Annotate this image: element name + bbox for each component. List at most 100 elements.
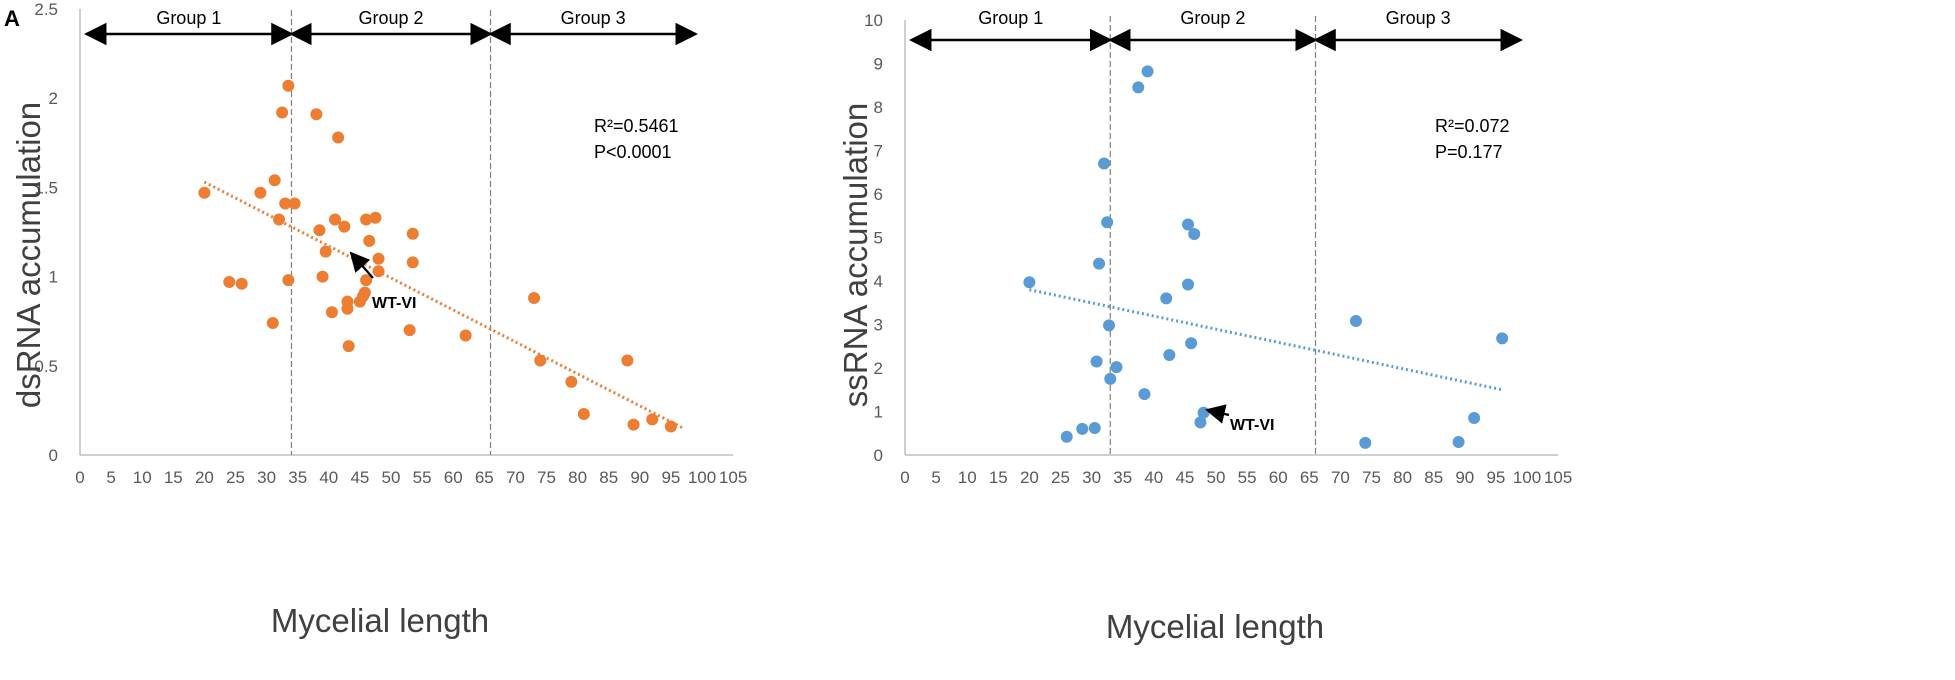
- y-tick-label: 1: [49, 268, 58, 287]
- x-tick-label: 30: [257, 468, 276, 487]
- data-point: [664, 420, 677, 433]
- y-tick-label: 9: [874, 55, 883, 74]
- y-tick-label: 0: [874, 446, 883, 465]
- x-tick-label: 20: [195, 468, 214, 487]
- x-tick-label: 65: [1300, 468, 1319, 487]
- data-point: [577, 407, 590, 420]
- data-point: [316, 270, 329, 283]
- x-tick-label: 105: [719, 468, 747, 487]
- x-tick-label: 85: [599, 468, 618, 487]
- x-axis-title: Mycelial length: [1106, 608, 1324, 645]
- y-tick-label: 3: [874, 316, 883, 335]
- data-point: [363, 234, 376, 247]
- data-point: [627, 418, 640, 431]
- data-point: [1182, 218, 1195, 231]
- y-tick-label: 0: [49, 446, 58, 465]
- panel-label: A: [4, 6, 20, 31]
- data-point: [459, 329, 472, 342]
- chart-panel-b: B051015202530354045505560657075808590951…: [837, 8, 1572, 645]
- data-point: [1194, 416, 1207, 429]
- data-point: [329, 213, 342, 226]
- x-tick-label: 60: [1269, 468, 1288, 487]
- data-point: [279, 197, 292, 210]
- x-tick-label: 0: [75, 468, 84, 487]
- data-point: [198, 186, 211, 199]
- annotation-label: WT-VI: [1230, 417, 1274, 434]
- y-tick-label: 5: [874, 229, 883, 248]
- data-point: [360, 274, 373, 287]
- x-tick-label: 100: [1513, 468, 1541, 487]
- data-point: [273, 213, 286, 226]
- y-tick-label: 10: [864, 11, 883, 30]
- data-point: [1185, 337, 1198, 350]
- data-point: [1160, 292, 1173, 305]
- x-tick-label: 65: [475, 468, 494, 487]
- group-label: Group 3: [1386, 8, 1451, 28]
- data-point: [1098, 157, 1111, 170]
- x-tick-label: 55: [413, 468, 432, 487]
- x-tick-label: 75: [1362, 468, 1381, 487]
- y-tick-label: 7: [874, 142, 883, 161]
- y-tick-label: 2.5: [34, 0, 58, 19]
- data-point: [1023, 276, 1036, 289]
- data-point: [282, 79, 295, 92]
- x-tick-label: 30: [1082, 468, 1101, 487]
- x-tick-label: 55: [1238, 468, 1257, 487]
- x-tick-label: 15: [164, 468, 183, 487]
- data-point: [276, 106, 289, 119]
- data-point: [332, 131, 345, 144]
- x-tick-label: 60: [444, 468, 463, 487]
- y-tick-label: 8: [874, 98, 883, 117]
- data-point: [313, 224, 326, 237]
- x-tick-label: 10: [133, 468, 152, 487]
- y-tick-label: 1: [874, 403, 883, 422]
- data-point: [1188, 228, 1201, 241]
- data-point: [1452, 435, 1465, 448]
- x-tick-label: 95: [1486, 468, 1505, 487]
- data-point: [1359, 436, 1372, 449]
- data-point: [338, 220, 351, 233]
- x-tick-label: 45: [350, 468, 369, 487]
- y-tick-label: 4: [874, 272, 883, 291]
- data-point: [341, 302, 354, 315]
- group-label: Group 1: [978, 8, 1043, 28]
- stats-label: P<0.0001: [594, 142, 672, 162]
- data-point: [1132, 81, 1145, 94]
- x-tick-label: 105: [1544, 468, 1572, 487]
- chart-panel-a: A0 5 10 15 20 25 30 35 40 45 50 55 60 65 70 75 80 85 90 95 1…: [4, 0, 747, 639]
- data-point: [235, 277, 248, 290]
- x-tick-label: 35: [1113, 468, 1132, 487]
- x-tick-label: 0: [900, 468, 909, 487]
- stats-label: R²=0.072: [1435, 116, 1510, 136]
- x-tick-label: 85: [1424, 468, 1443, 487]
- x-tick-label: 40: [1144, 468, 1163, 487]
- x-tick-label: 40: [319, 468, 338, 487]
- data-point: [1076, 422, 1089, 435]
- data-point: [1110, 361, 1123, 374]
- annotation-arrow: [349, 251, 374, 279]
- data-point: [1496, 332, 1509, 345]
- data-point: [266, 316, 279, 329]
- x-tick-label: 25: [1051, 468, 1070, 487]
- data-point: [223, 275, 236, 288]
- x-tick-label: 90: [630, 468, 649, 487]
- y-tick-label: 2: [874, 359, 883, 378]
- data-point: [406, 227, 419, 240]
- x-tick-label: 90: [1455, 468, 1474, 487]
- data-point: [310, 108, 323, 121]
- stats-label: P=0.177: [1435, 142, 1503, 162]
- data-point: [254, 186, 267, 199]
- group-label: Group 3: [561, 8, 626, 28]
- x-tick-label: 50: [1207, 468, 1226, 487]
- data-point: [1090, 355, 1103, 368]
- data-point: [1197, 406, 1210, 419]
- annotation-arrow: [1205, 404, 1230, 424]
- y-tick-label: 2: [49, 89, 58, 108]
- data-point: [1060, 430, 1073, 443]
- data-point: [1101, 216, 1114, 229]
- data-point: [646, 413, 659, 426]
- data-point: [372, 265, 385, 278]
- data-point: [1104, 372, 1117, 385]
- x-tick-label: 70: [1331, 468, 1350, 487]
- x-tick-label: 75: [537, 468, 556, 487]
